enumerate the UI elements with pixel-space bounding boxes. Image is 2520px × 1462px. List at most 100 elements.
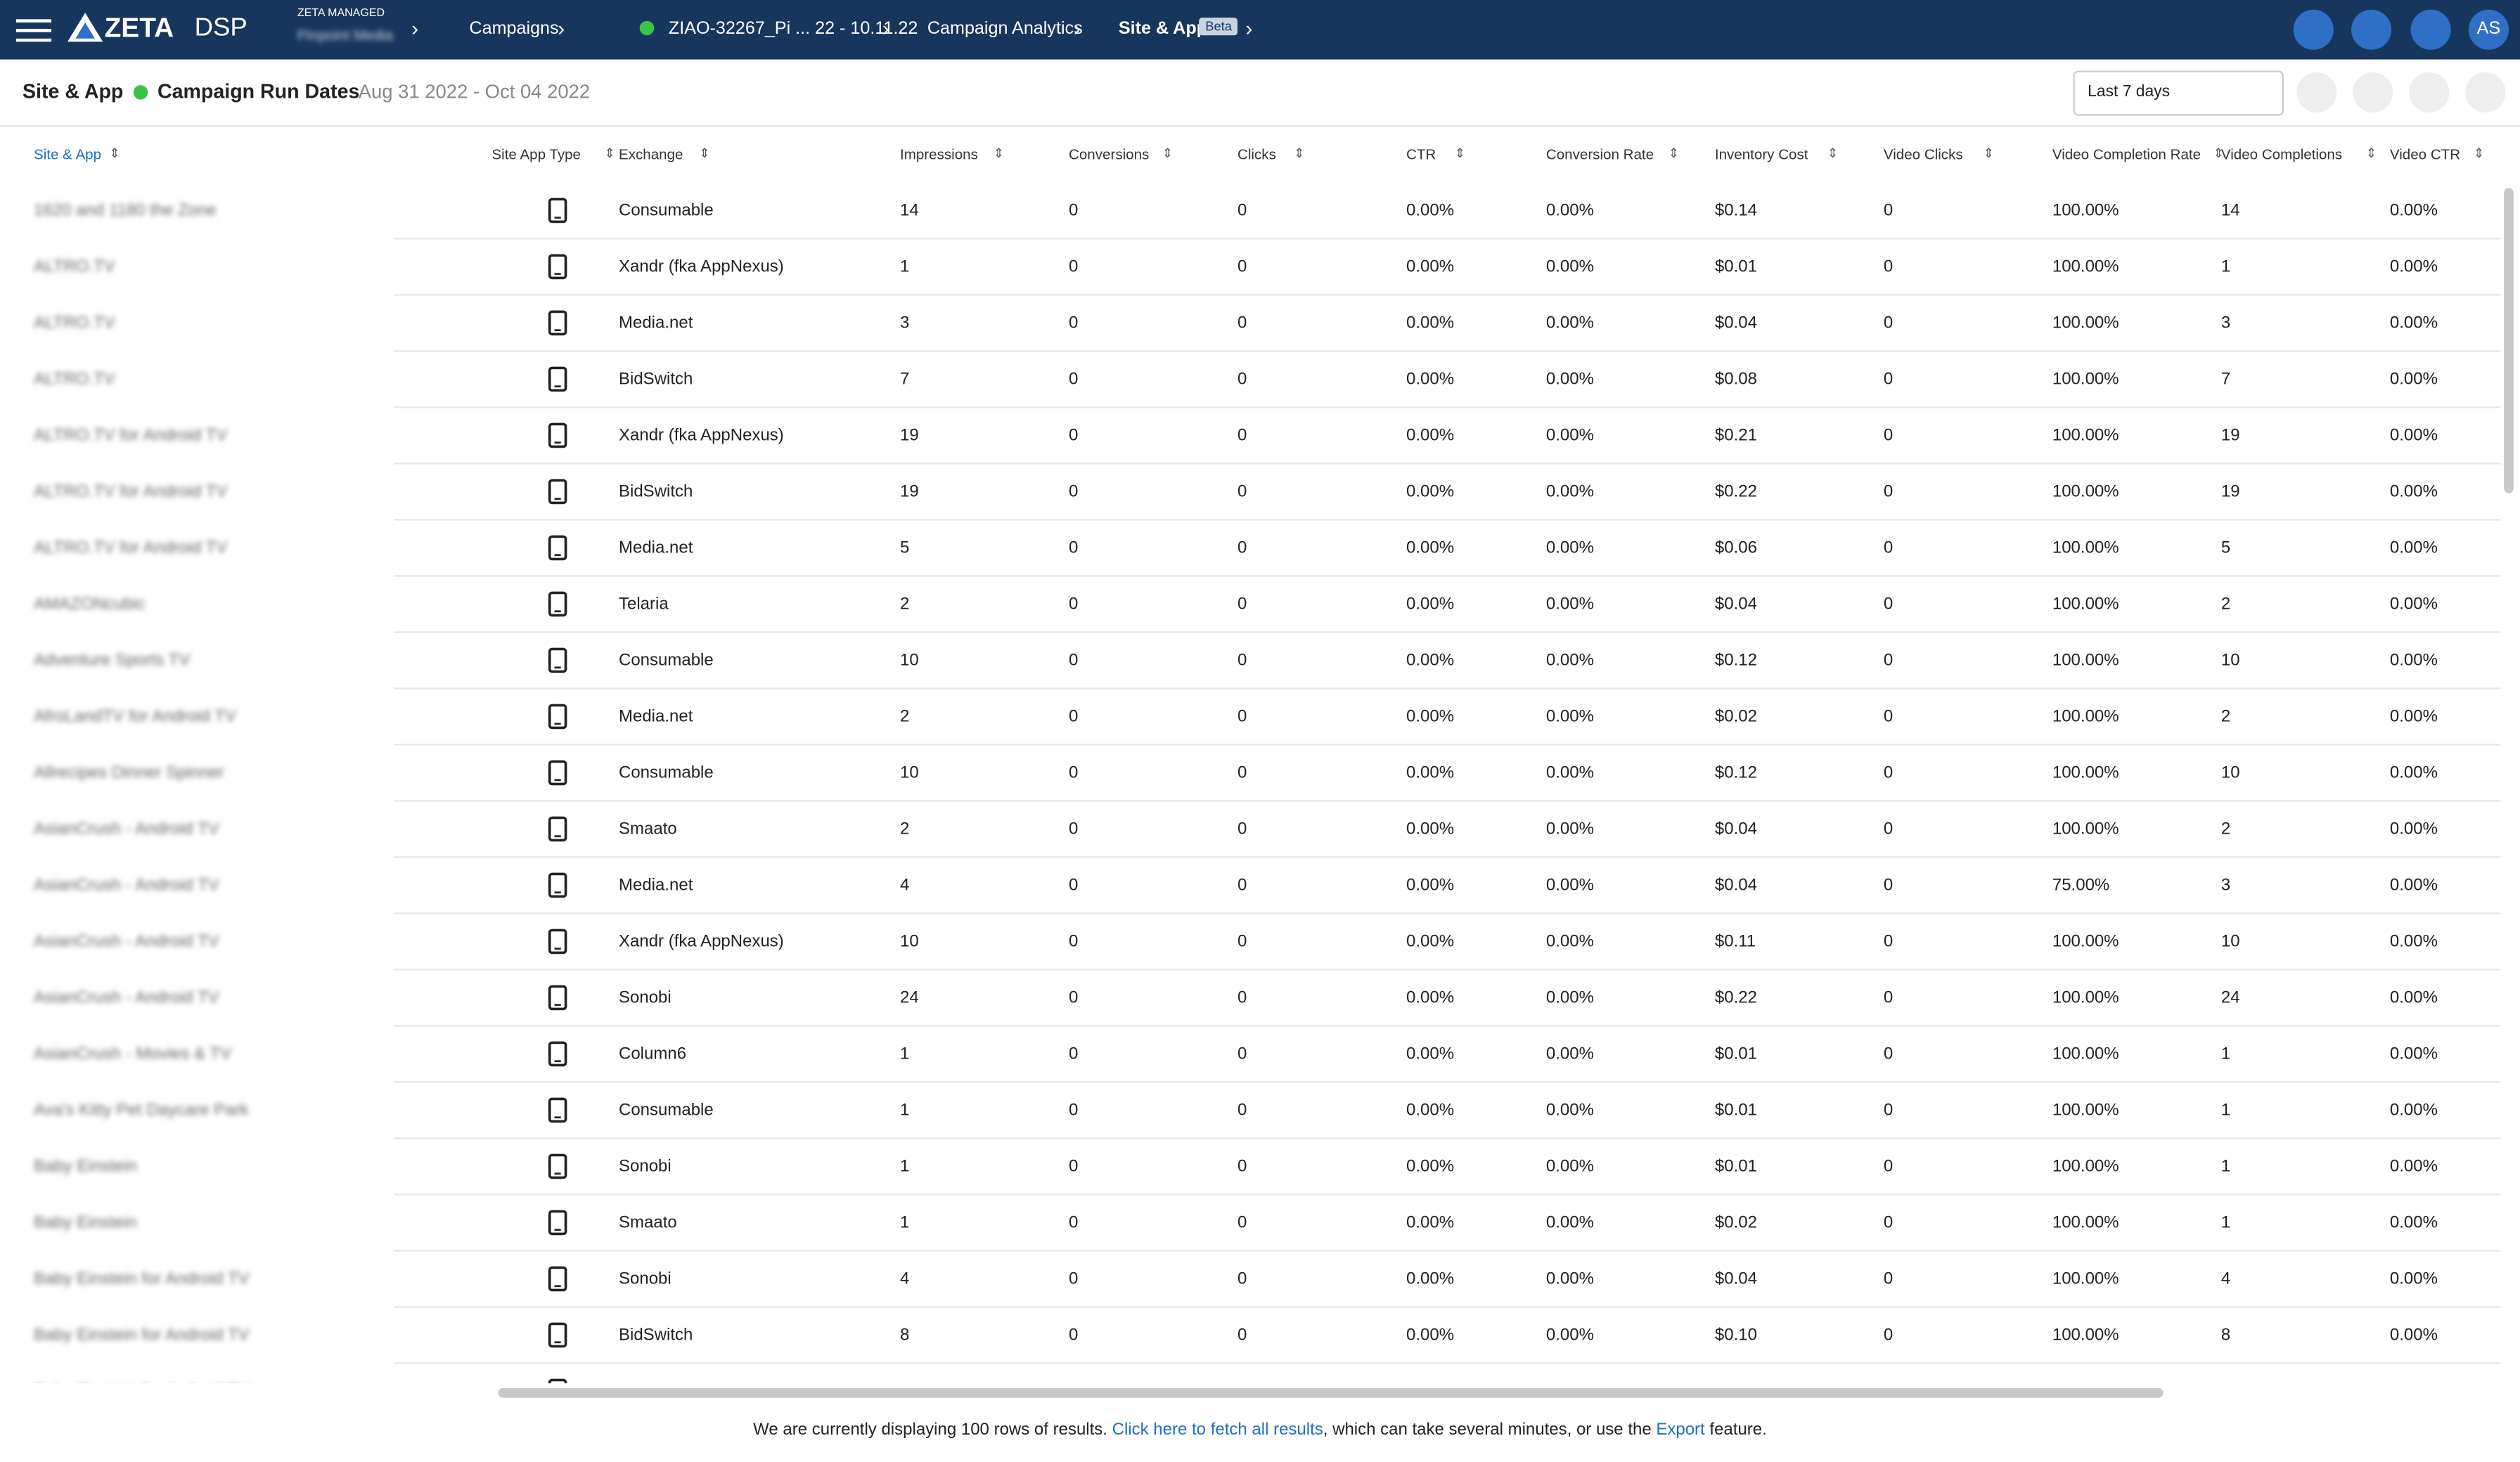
site-name: Allrecipes Dinner Spinner bbox=[33, 763, 224, 783]
column-header[interactable]: Exchange bbox=[618, 145, 683, 162]
site-name: AsianCrush - Android TV bbox=[33, 875, 219, 895]
cell: Sonobi bbox=[618, 1269, 671, 1289]
cell: 0.00% bbox=[1545, 819, 1594, 839]
column-header[interactable]: Site App Type bbox=[491, 145, 581, 162]
h-scrollbar[interactable] bbox=[498, 1387, 2164, 1398]
row-divider bbox=[393, 350, 2501, 352]
cell: 2 bbox=[2220, 819, 2231, 839]
cell: $0.12 bbox=[1714, 650, 1757, 671]
cell: 0 bbox=[1068, 425, 1079, 446]
cell: $0.01 bbox=[1714, 1044, 1757, 1064]
sort-icon[interactable]: ⇕ bbox=[109, 145, 120, 161]
site-name: Baby Einstein bbox=[33, 1156, 137, 1177]
search-table-button[interactable] bbox=[2296, 72, 2337, 112]
sort-icon[interactable]: ⇕ bbox=[699, 145, 710, 161]
cell: 0.00% bbox=[1406, 931, 1455, 952]
sort-icon[interactable]: ⇕ bbox=[1668, 145, 1679, 161]
cell: 0 bbox=[1883, 1212, 1894, 1233]
breadcrumb[interactable]: Campaign Analytics bbox=[927, 19, 1083, 39]
avatar[interactable]: AS bbox=[2468, 9, 2509, 50]
cell: $0.04 bbox=[1714, 313, 1757, 333]
device-icon bbox=[548, 1210, 567, 1236]
cell: 100.00% bbox=[2052, 200, 2119, 221]
sort-icon[interactable]: ⇕ bbox=[993, 145, 1004, 161]
cell: 0.00% bbox=[2389, 988, 2438, 1008]
column-header[interactable]: Conversions bbox=[1068, 145, 1150, 162]
cell: 0 bbox=[1883, 763, 1894, 783]
cell: 0 bbox=[1068, 200, 1079, 221]
device-icon bbox=[548, 929, 567, 955]
cell: 3 bbox=[2220, 875, 2231, 895]
cell: 100.00% bbox=[2052, 1100, 2119, 1120]
sort-icon[interactable]: ⇕ bbox=[1162, 145, 1173, 161]
column-header[interactable]: Video Completions bbox=[2220, 145, 2343, 162]
site-name: ALTRO.TV for Android TV bbox=[33, 481, 228, 502]
chevron: › bbox=[558, 15, 565, 41]
breadcrumb[interactable]: ZIAO-32267_Pi ... 22 - 10.11.22 bbox=[668, 19, 918, 39]
cell: 0 bbox=[1883, 1325, 1894, 1345]
breadcrumb[interactable]: Site & App bbox=[1118, 19, 1208, 39]
sort-icon[interactable]: ⇕ bbox=[604, 145, 615, 161]
column-header[interactable]: Video Clicks bbox=[1883, 145, 1963, 162]
column-header[interactable]: Impressions bbox=[899, 145, 978, 162]
column-header[interactable]: Video CTR bbox=[2389, 145, 2461, 162]
row-divider bbox=[393, 575, 2501, 577]
chevron: › bbox=[1245, 15, 1253, 41]
cell: 0 bbox=[1068, 257, 1079, 277]
cell: 0 bbox=[1068, 650, 1079, 671]
cell: 0 bbox=[1068, 538, 1079, 558]
menu-icon[interactable] bbox=[15, 18, 52, 44]
help-button[interactable] bbox=[2410, 9, 2451, 50]
sort-icon[interactable]: ⇕ bbox=[1454, 145, 1465, 161]
cell: 0.00% bbox=[1545, 1212, 1594, 1233]
fetch-all-link[interactable]: Click here to fetch all results bbox=[1112, 1420, 1323, 1440]
cell: BidSwitch bbox=[618, 369, 693, 389]
cell: 100.00% bbox=[2052, 1044, 2119, 1064]
search-button[interactable] bbox=[2351, 9, 2392, 50]
cell: 0.00% bbox=[1545, 706, 1594, 727]
device-icon bbox=[548, 704, 567, 730]
cell: 0 bbox=[1237, 1269, 1247, 1289]
column-header[interactable]: Video Completion Rate bbox=[2052, 145, 2201, 162]
sort-icon[interactable]: ⇕ bbox=[2473, 145, 2485, 161]
site-name: ALTRO.TV for Android TV bbox=[33, 425, 228, 446]
cell: 0.00% bbox=[1545, 200, 1594, 221]
sort-icon[interactable]: ⇕ bbox=[2365, 145, 2377, 161]
cell: $0.02 bbox=[1714, 1212, 1757, 1233]
device-icon bbox=[548, 198, 567, 224]
export-link[interactable]: Export bbox=[1656, 1420, 1705, 1440]
cell: 0.00% bbox=[1406, 1325, 1455, 1345]
date-range-select[interactable]: Last 7 days bbox=[2073, 70, 2284, 116]
row-divider bbox=[393, 800, 2501, 802]
column-header[interactable]: Inventory Cost bbox=[1714, 145, 1808, 162]
cell: 0.00% bbox=[1545, 875, 1594, 895]
export-button[interactable] bbox=[2465, 72, 2506, 112]
cell: 24 bbox=[2220, 988, 2240, 1008]
site-name: Ava's Kitty Pet Daycare Park bbox=[33, 1100, 249, 1120]
cell: 0 bbox=[1883, 1156, 1894, 1177]
cell: Xandr (fka AppNexus) bbox=[618, 425, 784, 446]
cell: 0 bbox=[1883, 875, 1894, 895]
filter-button[interactable] bbox=[2353, 72, 2393, 112]
breadcrumb[interactable]: Campaigns bbox=[469, 19, 559, 39]
sort-icon[interactable]: ⇕ bbox=[1827, 145, 1839, 161]
settings-button[interactable] bbox=[2409, 72, 2450, 112]
column-header[interactable]: Site & App bbox=[33, 145, 102, 162]
device-icon bbox=[548, 254, 567, 280]
column-header[interactable]: Clicks bbox=[1237, 145, 1276, 162]
cell: 19 bbox=[2220, 481, 2240, 502]
cell: 1 bbox=[899, 1212, 910, 1233]
sort-icon[interactable]: ⇕ bbox=[1983, 145, 1994, 161]
v-scrollbar[interactable] bbox=[2504, 188, 2514, 493]
column-header[interactable]: CTR bbox=[1406, 145, 1436, 162]
sort-icon[interactable]: ⇕ bbox=[2213, 145, 2224, 161]
sub-header: Site & App Campaign Run Dates Aug 31 202… bbox=[0, 60, 2520, 127]
date-range-value: Last 7 days bbox=[2088, 83, 2171, 101]
notifications-button[interactable] bbox=[2293, 9, 2334, 50]
sort-icon[interactable]: ⇕ bbox=[1293, 145, 1305, 161]
cell: 0.00% bbox=[2389, 875, 2438, 895]
cell: 0.00% bbox=[1545, 988, 1594, 1008]
cell: 5 bbox=[2220, 538, 2231, 558]
column-header[interactable]: Conversion Rate bbox=[1545, 145, 1654, 162]
cell: BidSwitch bbox=[618, 481, 693, 502]
